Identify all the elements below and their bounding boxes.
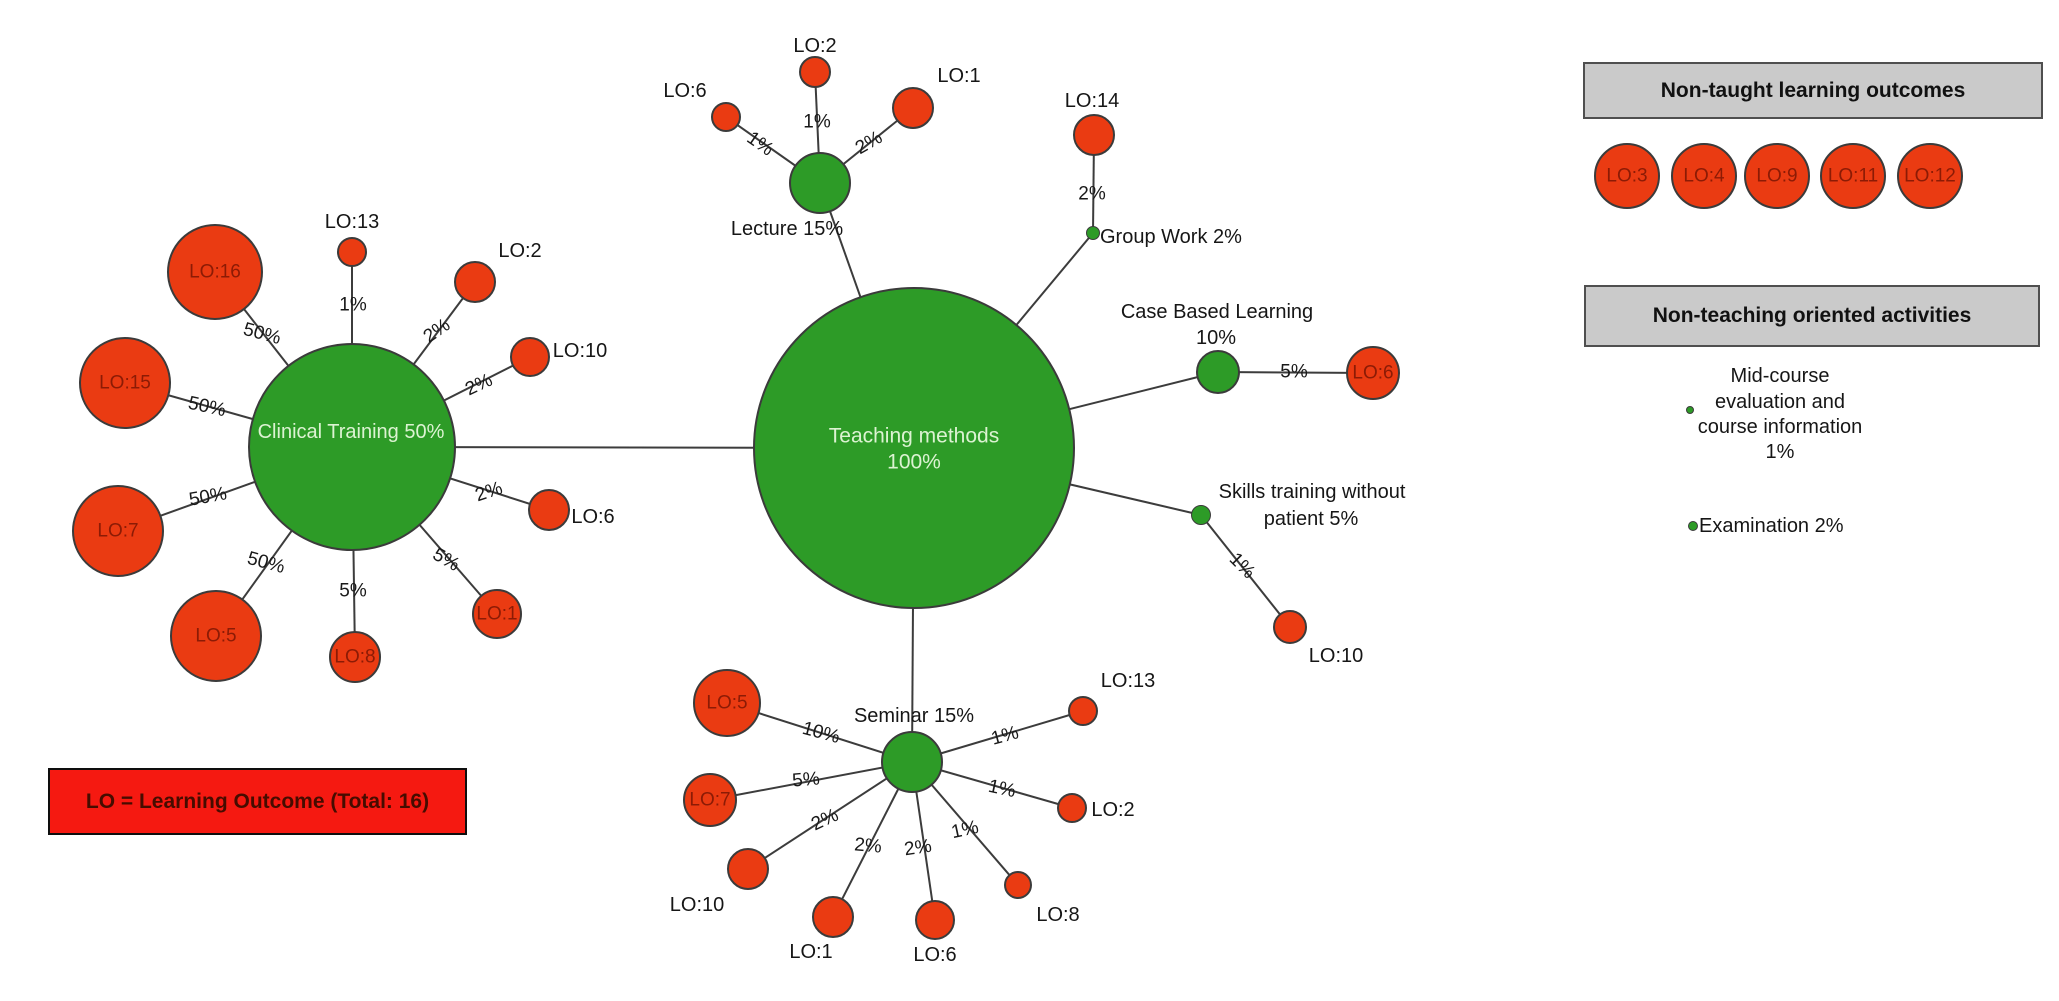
- node-nontaught-lo12: [1897, 143, 1963, 209]
- node-nontaught-lo9: [1744, 143, 1810, 209]
- clinical-lo13-label: LO:13: [324, 211, 380, 233]
- seminar-label: Seminar 15%: [853, 705, 975, 727]
- group-work-label: Group Work 2%: [1100, 226, 1242, 248]
- node-seminar: [881, 731, 943, 793]
- groupwork-lo14-pct: 2%: [1078, 183, 1106, 205]
- seminar-lo1-label: LO:1: [789, 941, 833, 963]
- seminar-lo6-label: LO:6: [913, 944, 957, 966]
- node-clinical-lo5: [170, 590, 262, 682]
- clinical-lo2-label: LO:2: [498, 240, 542, 262]
- node-clinical-lo2: [454, 261, 496, 303]
- node-clinical-training: [248, 343, 456, 551]
- node-seminar-lo2: [1057, 793, 1087, 823]
- clinical-lo8-pct: 5%: [339, 580, 367, 602]
- skills-label-line2: patient 5%: [1263, 508, 1359, 530]
- non-taught-header: Non-taught learning outcomes: [1583, 62, 2043, 119]
- seminar-lo5-label: LO:5: [706, 692, 748, 714]
- skills-lo10-label: LO:10: [1308, 645, 1364, 667]
- node-clinical-lo13: [337, 237, 367, 267]
- clinical-lo7-label: LO:7: [97, 520, 139, 542]
- node-nontaught-lo4: [1671, 143, 1737, 209]
- clinical-lo10-label: LO:10: [552, 340, 608, 362]
- edge-skills-lo10: [1200, 514, 1291, 628]
- node-lecture-lo2: [799, 56, 831, 88]
- mid-course-label-line1: Mid-course: [1730, 365, 1830, 387]
- node-clinical-lo1: [472, 589, 522, 639]
- lecture-lo2-pct: 1%: [803, 111, 831, 133]
- node-group-work: [1086, 226, 1100, 240]
- lecture-lo1-label: LO:1: [937, 65, 981, 87]
- node-lecture-lo6: [711, 102, 741, 132]
- non-teaching-header: Non-teaching oriented activities: [1584, 285, 2040, 347]
- seminar-lo13-label: LO:13: [1100, 670, 1156, 692]
- node-examination: [1688, 521, 1698, 531]
- lecture-label: Lecture 15%: [730, 218, 844, 240]
- node-casebased-lo6: [1346, 346, 1400, 400]
- clinical-lo6-label: LO:6: [571, 506, 615, 528]
- node-teaching-methods: [753, 287, 1075, 609]
- edge-seminar-lo7: [709, 761, 913, 801]
- seminar-lo8-label: LO:8: [1036, 904, 1080, 926]
- clinical-training-label: Clinical Training 50%: [257, 421, 445, 443]
- node-clinical-lo6: [528, 489, 570, 531]
- seminar-lo2-pct: 1%: [986, 775, 1018, 803]
- case-based-label-line2: 10%: [1195, 327, 1237, 349]
- node-lecture-lo1: [892, 87, 934, 129]
- node-groupwork-lo14: [1073, 114, 1115, 156]
- node-seminar-lo7: [683, 773, 737, 827]
- mid-course-label-line2: evaluation and: [1714, 391, 1846, 413]
- nontaught-lo11-label: LO:11: [1827, 165, 1879, 187]
- teaching-methods-label-line1: Teaching methods: [828, 424, 1000, 448]
- node-seminar-lo1: [812, 896, 854, 938]
- nontaught-lo12-label: LO:12: [1904, 165, 1956, 187]
- clinical-lo15-label: LO:15: [99, 372, 151, 394]
- seminar-lo7-pct: 5%: [791, 768, 821, 792]
- casebased-lo6-pct: 5%: [1280, 361, 1308, 383]
- node-seminar-lo13: [1068, 696, 1098, 726]
- node-nontaught-lo3: [1594, 143, 1660, 209]
- node-clinical-lo8: [329, 631, 381, 683]
- mid-course-label-line3: course information: [1697, 416, 1863, 438]
- casebased-lo6-label: LO:6: [1352, 362, 1394, 384]
- node-skills-training: [1191, 505, 1211, 525]
- node-clinical-lo15: [79, 337, 171, 429]
- nontaught-lo3-label: LO:3: [1606, 165, 1648, 187]
- node-seminar-lo6: [915, 900, 955, 940]
- seminar-lo10-label: LO:10: [669, 894, 725, 916]
- node-clinical-lo10: [510, 337, 550, 377]
- lecture-lo6-label: LO:6: [663, 80, 707, 102]
- clinical-lo13-pct: 1%: [339, 294, 367, 316]
- seminar-lo7-label: LO:7: [689, 789, 731, 811]
- node-seminar-lo10: [727, 848, 769, 890]
- teaching-methods-label-line2: 100%: [887, 450, 941, 474]
- seminar-lo6-pct: 2%: [902, 835, 934, 861]
- clinical-lo8-label: LO:8: [334, 646, 376, 668]
- legend-box: LO = Learning Outcome (Total: 16): [48, 768, 467, 835]
- node-clinical-lo7: [72, 485, 164, 577]
- node-seminar-lo8: [1004, 871, 1032, 899]
- node-nontaught-lo11: [1820, 143, 1886, 209]
- clinical-lo5-label: LO:5: [195, 625, 237, 647]
- clinical-lo1-label: LO:1: [476, 603, 518, 625]
- node-case-based-learning: [1196, 350, 1240, 394]
- clinical-lo16-label: LO:16: [189, 261, 241, 283]
- skills-label-line1: Skills training without: [1218, 481, 1406, 503]
- nontaught-lo9-label: LO:9: [1756, 165, 1798, 187]
- case-based-label-line1: Case Based Learning: [1120, 301, 1314, 323]
- node-clinical-lo16: [167, 224, 263, 320]
- edge-seminar-lo10: [747, 761, 913, 870]
- mid-course-label-line4: 1%: [1765, 441, 1795, 463]
- node-lecture: [789, 152, 851, 214]
- node-seminar-lo5: [693, 669, 761, 737]
- node-mid-course-evaluation: [1686, 406, 1694, 414]
- seminar-lo1-pct: 2%: [853, 834, 883, 858]
- lecture-lo2-label: LO:2: [793, 35, 837, 57]
- seminar-lo2-label: LO:2: [1091, 799, 1135, 821]
- examination-label: Examination 2%: [1699, 515, 1844, 537]
- groupwork-lo14-label: LO:14: [1064, 90, 1120, 112]
- node-skills-lo10: [1273, 610, 1307, 644]
- nontaught-lo4-label: LO:4: [1683, 165, 1725, 187]
